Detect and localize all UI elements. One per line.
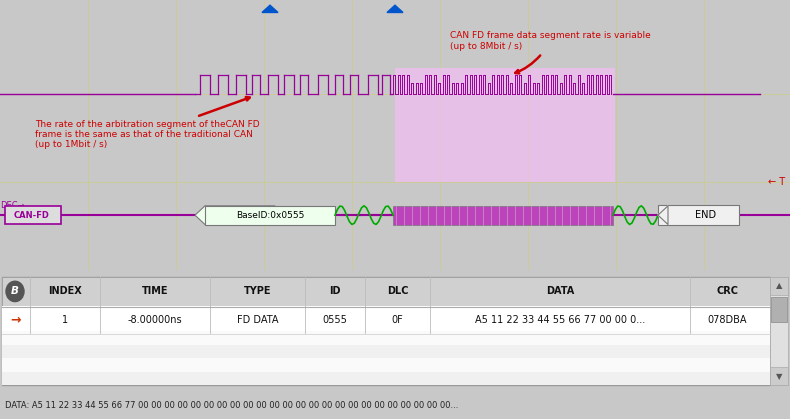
FancyBboxPatch shape bbox=[657, 205, 739, 225]
Text: DEC→: DEC→ bbox=[0, 201, 24, 210]
Text: 0F: 0F bbox=[392, 315, 404, 325]
Text: CAN FD frame data segment rate is variable
(up to 8Mbit / s): CAN FD frame data segment rate is variab… bbox=[450, 31, 651, 73]
Text: CAN-FD: CAN-FD bbox=[14, 211, 50, 220]
Text: B: B bbox=[11, 287, 19, 296]
Bar bbox=[771, 297, 787, 322]
Text: TIME: TIME bbox=[141, 287, 168, 296]
Text: DATA: A5 11 22 33 44 55 66 77 00 00 00 00 00 00 00 00 00 00 00 00 00 00 00 00 00: DATA: A5 11 22 33 44 55 66 77 00 00 00 0… bbox=[5, 401, 458, 411]
Text: A5 11 22 33 44 55 66 77 00 00 0...: A5 11 22 33 44 55 66 77 00 00 0... bbox=[475, 315, 645, 325]
Text: ▲: ▲ bbox=[776, 281, 782, 290]
Bar bbox=[2, 358, 770, 372]
Text: INDEX: INDEX bbox=[48, 287, 82, 296]
Bar bbox=[393, 206, 613, 225]
Bar bbox=[770, 277, 788, 385]
Text: ID: ID bbox=[329, 287, 340, 296]
Bar bbox=[2, 306, 770, 333]
Circle shape bbox=[6, 281, 24, 302]
Text: DATA: DATA bbox=[546, 287, 574, 296]
Text: END: END bbox=[695, 210, 717, 220]
Text: The rate of the arbitration segment of theCAN FD
frame is the same as that of th: The rate of the arbitration segment of t… bbox=[35, 97, 260, 149]
Bar bbox=[770, 277, 788, 295]
Bar bbox=[2, 331, 770, 344]
Bar bbox=[395, 67, 615, 182]
Text: →: → bbox=[11, 313, 21, 326]
Bar bbox=[770, 367, 788, 385]
Text: 1: 1 bbox=[62, 315, 68, 325]
Text: BaseID:0x0555: BaseID:0x0555 bbox=[235, 211, 304, 220]
FancyBboxPatch shape bbox=[205, 206, 335, 225]
Text: -8.00000ns: -8.00000ns bbox=[128, 315, 182, 325]
FancyBboxPatch shape bbox=[5, 206, 61, 224]
Text: 0555: 0555 bbox=[322, 315, 348, 325]
Bar bbox=[2, 344, 770, 358]
Bar bbox=[2, 277, 770, 306]
Polygon shape bbox=[195, 206, 275, 225]
Bar bbox=[2, 372, 770, 385]
Polygon shape bbox=[658, 206, 668, 225]
Text: ← T: ← T bbox=[768, 177, 785, 187]
Polygon shape bbox=[262, 5, 278, 13]
Text: FD DATA: FD DATA bbox=[237, 315, 278, 325]
Text: ▼: ▼ bbox=[776, 372, 782, 381]
Text: DLC: DLC bbox=[387, 287, 408, 296]
Text: TYPE: TYPE bbox=[244, 287, 271, 296]
Text: 078DBA: 078DBA bbox=[708, 315, 747, 325]
Text: CRC: CRC bbox=[717, 287, 739, 296]
Polygon shape bbox=[387, 5, 403, 13]
